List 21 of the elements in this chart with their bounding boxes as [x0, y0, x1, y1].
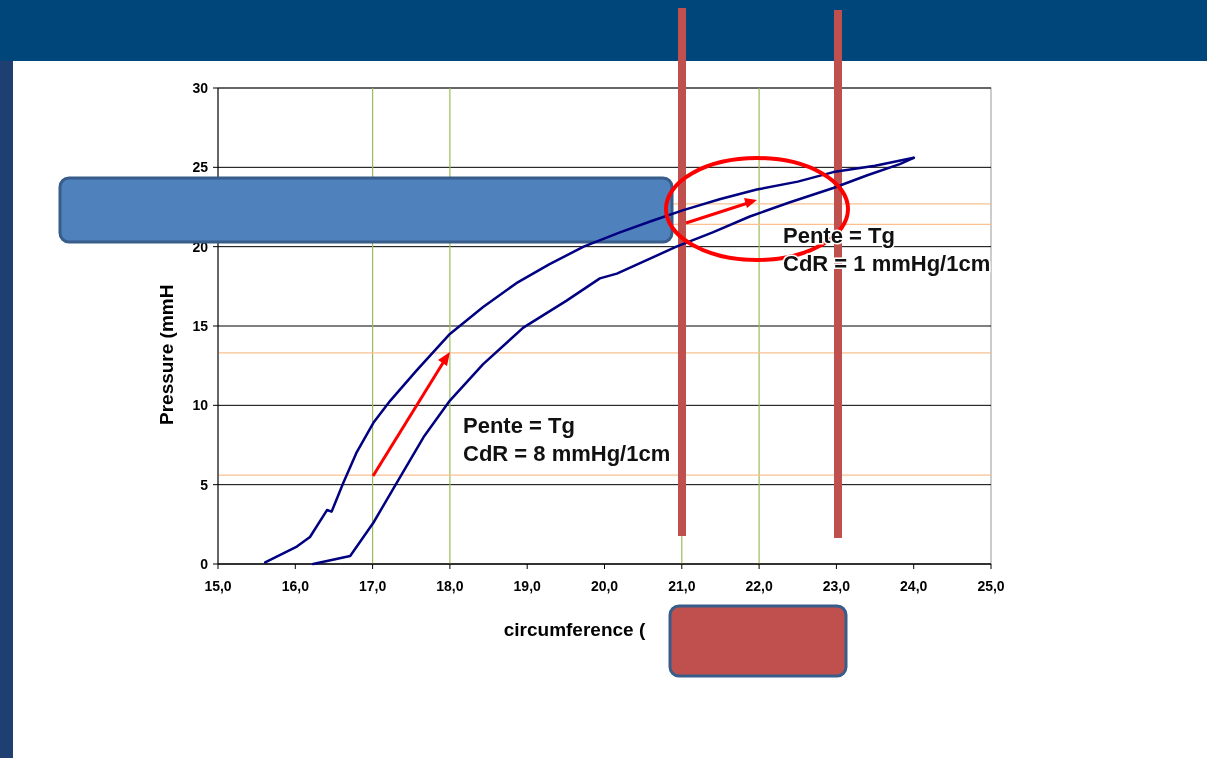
- x-tick-label: 16,0: [281, 578, 310, 594]
- x-tick-label: 22,0: [745, 578, 773, 594]
- x-tick-label: 25,0: [977, 578, 1005, 594]
- annotation: CdR = 8 mmHg/1cm: [463, 441, 671, 466]
- annotation: Pente = Tg: [463, 413, 575, 438]
- x-tick-label: 20,0: [590, 578, 619, 594]
- y-tick-label: 10: [192, 397, 209, 414]
- x-tick-label: 23,0: [822, 578, 851, 594]
- x-tick-label: 19,0: [513, 578, 542, 594]
- x-axis-title: circumference (: [503, 619, 646, 640]
- x-tick-label: 18,0: [436, 578, 464, 594]
- x-tick-label: 15,0: [204, 578, 232, 594]
- x-tick-label: 24,0: [900, 578, 928, 594]
- y-axis-title: Pressure (mmH: [156, 284, 177, 425]
- x-tick-label: 21,0: [668, 578, 696, 594]
- y-tick-label: 0: [200, 556, 209, 572]
- y-tick-label: 5: [200, 476, 209, 493]
- y-tick-label: 25: [192, 159, 209, 176]
- y-tick-label: 30: [192, 80, 209, 96]
- x-tick-label: 17,0: [358, 578, 387, 594]
- y-tick-label: 15: [192, 318, 209, 334]
